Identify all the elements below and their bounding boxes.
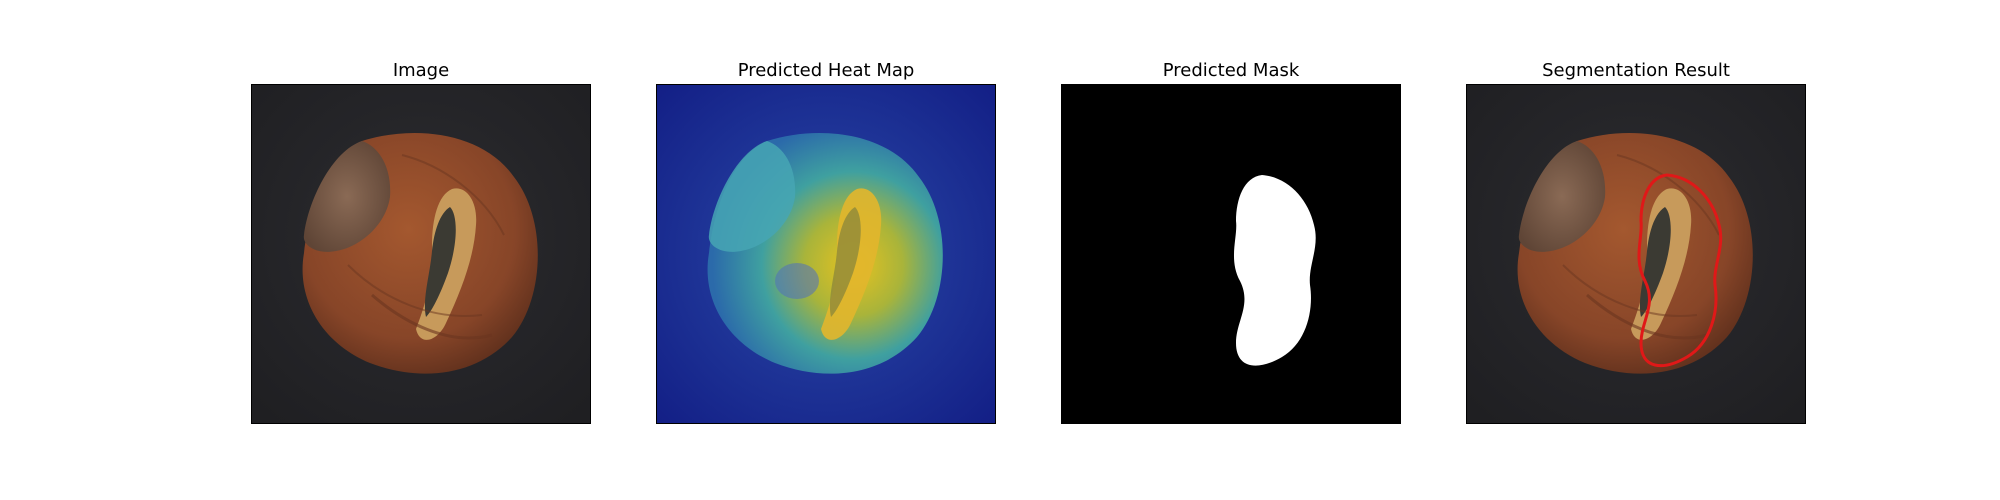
heatmap-image xyxy=(656,84,996,424)
image-panel: Image xyxy=(251,58,591,424)
mask-image xyxy=(1061,84,1401,424)
heatmap-panel-title: Predicted Heat Map xyxy=(737,60,915,81)
mask-panel-title: Predicted Mask xyxy=(1162,60,1300,81)
image-panel-title: Image xyxy=(392,60,450,81)
segmentation-panel: Segmentation Result xyxy=(1466,58,1806,424)
mask-panel: Predicted Mask xyxy=(1061,58,1401,424)
segmentation-panel-title: Segmentation Result xyxy=(1542,60,1730,81)
original-image xyxy=(251,84,591,424)
heatmap-panel: Predicted Heat Map xyxy=(656,58,996,424)
segmentation-image xyxy=(1466,84,1806,424)
